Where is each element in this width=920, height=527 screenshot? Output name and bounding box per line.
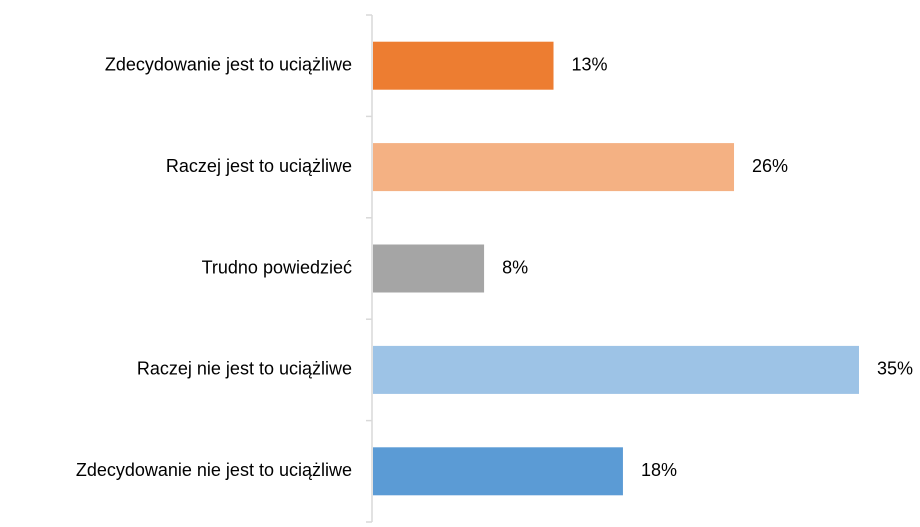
bar	[373, 244, 485, 293]
data-label: 35%	[877, 359, 913, 379]
category-label: Raczej jest to uciążliwe	[166, 156, 352, 176]
category-label: Raczej nie jest to uciążliwe	[137, 359, 352, 379]
bars-layer	[373, 41, 859, 496]
bar	[373, 345, 859, 394]
data-label: 8%	[502, 257, 528, 277]
category-label: Trudno powiedzieć	[202, 257, 352, 277]
bar	[373, 41, 554, 90]
data-label: 18%	[641, 460, 677, 480]
axis-layer	[366, 14, 373, 523]
category-label: Zdecydowanie nie jest to uciążliwe	[76, 460, 352, 480]
data-label: 13%	[572, 54, 608, 74]
bar	[373, 447, 623, 496]
category-label: Zdecydowanie jest to uciążliwe	[105, 54, 352, 74]
data-label: 26%	[752, 156, 788, 176]
bar	[373, 143, 735, 192]
labels-layer: Zdecydowanie jest to uciążliwe 13% Raczej …	[76, 54, 913, 480]
